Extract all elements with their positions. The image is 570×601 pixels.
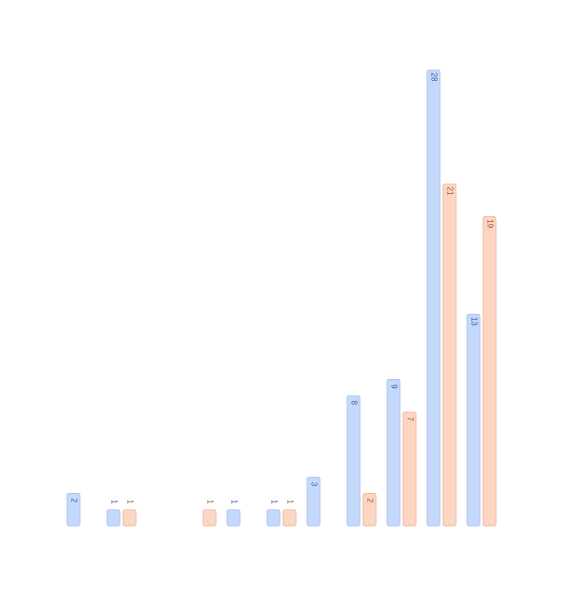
data-label: 1 xyxy=(229,499,238,504)
bar xyxy=(426,69,441,527)
bar xyxy=(66,493,81,527)
bar xyxy=(386,379,401,527)
data-label: 2 xyxy=(69,498,78,503)
data-label: 7 xyxy=(405,417,414,422)
data-label: 1 xyxy=(285,499,294,504)
bar xyxy=(202,509,217,527)
data-label: 13 xyxy=(469,317,478,326)
bar xyxy=(482,216,497,527)
bar xyxy=(306,476,321,527)
bar xyxy=(346,395,361,527)
data-label: 21 xyxy=(445,187,454,196)
data-label: 1 xyxy=(109,499,118,504)
bar xyxy=(466,313,481,527)
data-label: 1 xyxy=(125,499,134,504)
bar xyxy=(226,509,241,527)
bar xyxy=(442,183,457,527)
data-label: 1 xyxy=(269,499,278,504)
data-label: 9 xyxy=(389,384,398,389)
data-label: 2 xyxy=(365,498,374,503)
data-label: 1 xyxy=(205,499,214,504)
data-label: 8 xyxy=(349,400,358,405)
bar xyxy=(402,411,417,527)
data-label: 3 xyxy=(309,482,318,487)
bar xyxy=(266,509,281,527)
bar xyxy=(122,509,137,527)
bar xyxy=(106,509,121,527)
bar xyxy=(362,493,377,527)
data-label: 28 xyxy=(429,73,438,82)
bar xyxy=(282,509,297,527)
data-label: 19 xyxy=(485,219,494,228)
